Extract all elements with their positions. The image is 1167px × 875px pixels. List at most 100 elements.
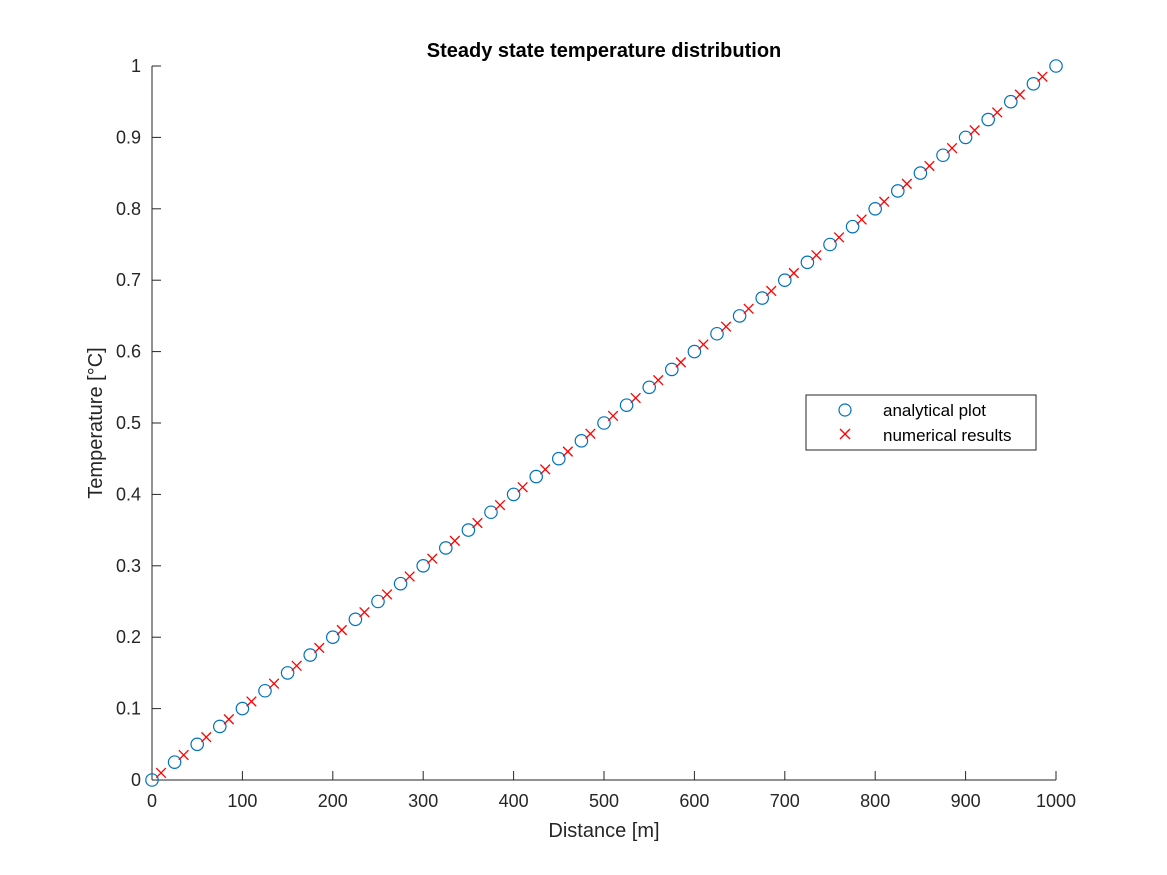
numerical-point bbox=[426, 553, 438, 564]
numerical-point bbox=[1014, 89, 1026, 100]
y-tick-label: 0.3 bbox=[116, 556, 141, 576]
legend-label-numerical: numerical results bbox=[883, 426, 1012, 445]
legend-marker-analytical bbox=[838, 403, 852, 417]
numerical-point bbox=[630, 392, 641, 404]
numerical-point bbox=[991, 107, 1003, 118]
y-tick-label: 0.8 bbox=[116, 199, 141, 219]
numerical-point bbox=[675, 357, 687, 368]
analytical-point bbox=[235, 701, 250, 716]
analytical-point bbox=[710, 326, 724, 341]
x-axis-label: Distance [m] bbox=[548, 820, 659, 842]
y-axis-label: Temperature [°C] bbox=[85, 347, 107, 498]
numerical-point bbox=[698, 339, 709, 350]
analytical-point bbox=[958, 130, 973, 145]
numerical-point bbox=[607, 410, 619, 422]
analytical-point bbox=[777, 273, 792, 287]
analytical-point bbox=[1003, 94, 1018, 109]
x-tick-label: 900 bbox=[951, 791, 981, 811]
analytical-point bbox=[597, 416, 611, 430]
legend-box bbox=[805, 394, 1037, 451]
analytical-point bbox=[981, 112, 995, 127]
x-tick-label: 100 bbox=[227, 791, 257, 811]
analytical-point bbox=[732, 309, 747, 323]
numerical-point bbox=[720, 321, 732, 332]
analytical-point bbox=[190, 737, 204, 752]
x-tick-label: 400 bbox=[499, 791, 529, 811]
x-tick-label: 200 bbox=[318, 791, 348, 811]
numerical-point bbox=[291, 660, 302, 672]
y-tick-label: 0.9 bbox=[116, 127, 141, 147]
x-tick-label: 800 bbox=[860, 791, 890, 811]
numerical-point bbox=[856, 214, 867, 225]
chart-title: Steady state temperature distribution bbox=[427, 40, 782, 62]
analytical-point bbox=[1049, 59, 1063, 73]
series-analytical bbox=[145, 59, 1063, 787]
analytical-point bbox=[664, 362, 679, 377]
analytical-point bbox=[619, 398, 634, 412]
legend: analytical plot numerical results bbox=[805, 394, 1037, 451]
x-tick-label: 700 bbox=[770, 791, 800, 811]
analytical-point bbox=[800, 255, 815, 270]
numerical-point bbox=[313, 642, 325, 654]
x-tick-label: 600 bbox=[679, 791, 709, 811]
numerical-point bbox=[178, 749, 189, 761]
analytical-point bbox=[868, 202, 882, 216]
analytical-point bbox=[325, 630, 340, 644]
analytical-point bbox=[913, 166, 928, 180]
numerical-point bbox=[765, 285, 777, 297]
numerical-point bbox=[585, 428, 596, 439]
numerical-point bbox=[562, 446, 574, 457]
x-tick-label: 500 bbox=[589, 791, 619, 811]
analytical-point bbox=[167, 755, 182, 769]
numerical-point bbox=[1037, 71, 1048, 82]
series-layer bbox=[145, 59, 1063, 787]
numerical-point bbox=[200, 731, 212, 743]
numerical-point bbox=[788, 267, 800, 279]
analytical-point bbox=[303, 648, 317, 662]
y-tick-label: 0.6 bbox=[116, 342, 141, 362]
numerical-point bbox=[472, 517, 483, 529]
analytical-point bbox=[845, 219, 860, 234]
analytical-point bbox=[936, 148, 950, 163]
y-axis-ticks: 0 0.1 0.2 0.3 0.4 0.5 0.6 0.7 0.8 0.9 1 bbox=[116, 56, 161, 790]
numerical-point bbox=[946, 142, 958, 154]
legend-label-analytical: analytical plot bbox=[883, 401, 986, 420]
numerical-point bbox=[539, 464, 551, 475]
y-tick-label: 0.5 bbox=[116, 413, 141, 433]
numerical-point bbox=[336, 624, 348, 636]
analytical-point bbox=[1026, 77, 1041, 91]
analytical-point bbox=[348, 612, 363, 627]
y-tick-label: 0.7 bbox=[116, 270, 141, 290]
numerical-point bbox=[449, 535, 461, 547]
y-tick-label: 0.1 bbox=[116, 699, 141, 719]
analytical-point bbox=[393, 576, 408, 591]
x-tick-label: 300 bbox=[408, 791, 438, 811]
x-tick-label: 0 bbox=[147, 791, 157, 811]
numerical-point bbox=[381, 589, 393, 600]
numerical-point bbox=[833, 232, 845, 243]
numerical-point bbox=[969, 125, 980, 136]
numerical-point bbox=[652, 374, 664, 386]
numerical-point bbox=[223, 714, 235, 725]
numerical-point bbox=[155, 767, 167, 779]
numerical-point bbox=[743, 303, 754, 315]
analytical-point bbox=[213, 719, 227, 734]
y-tick-label: 0.2 bbox=[116, 627, 141, 647]
analytical-point bbox=[755, 291, 769, 305]
numerical-point bbox=[359, 606, 370, 618]
analytical-point bbox=[823, 237, 837, 252]
analytical-point bbox=[371, 594, 385, 609]
analytical-point bbox=[551, 451, 566, 466]
analytical-point bbox=[416, 558, 430, 573]
x-tick-label: 1000 bbox=[1036, 791, 1076, 811]
analytical-point bbox=[642, 380, 656, 395]
y-tick-label: 0 bbox=[131, 770, 141, 790]
analytical-point bbox=[890, 184, 905, 198]
series-numerical bbox=[155, 71, 1048, 779]
y-tick-label: 1 bbox=[131, 56, 141, 76]
numerical-point bbox=[404, 571, 415, 582]
analytical-point bbox=[574, 434, 589, 448]
legend-marker-numerical bbox=[839, 428, 851, 440]
analytical-point bbox=[529, 469, 543, 484]
